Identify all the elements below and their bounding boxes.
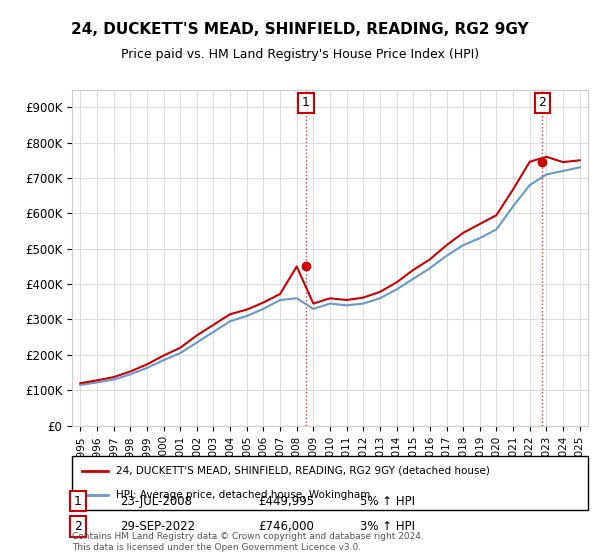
Text: 3% ↑ HPI: 3% ↑ HPI [360, 520, 415, 533]
Text: 2: 2 [538, 96, 546, 109]
Text: 5% ↑ HPI: 5% ↑ HPI [360, 494, 415, 508]
Text: Contains HM Land Registry data © Crown copyright and database right 2024.
This d: Contains HM Land Registry data © Crown c… [72, 532, 424, 552]
Text: 24, DUCKETT'S MEAD, SHINFIELD, READING, RG2 9GY: 24, DUCKETT'S MEAD, SHINFIELD, READING, … [71, 22, 529, 38]
Text: 1: 1 [302, 96, 310, 109]
FancyBboxPatch shape [72, 456, 588, 510]
Text: 1: 1 [74, 494, 82, 508]
Text: 29-SEP-2022: 29-SEP-2022 [120, 520, 195, 533]
Text: 24, DUCKETT'S MEAD, SHINFIELD, READING, RG2 9GY (detached house): 24, DUCKETT'S MEAD, SHINFIELD, READING, … [116, 466, 490, 476]
Text: Price paid vs. HM Land Registry's House Price Index (HPI): Price paid vs. HM Land Registry's House … [121, 48, 479, 60]
Text: 2: 2 [74, 520, 82, 533]
Text: £449,995: £449,995 [258, 494, 314, 508]
Text: HPI: Average price, detached house, Wokingham: HPI: Average price, detached house, Woki… [116, 490, 370, 500]
Text: £746,000: £746,000 [258, 520, 314, 533]
Text: 23-JUL-2008: 23-JUL-2008 [120, 494, 192, 508]
